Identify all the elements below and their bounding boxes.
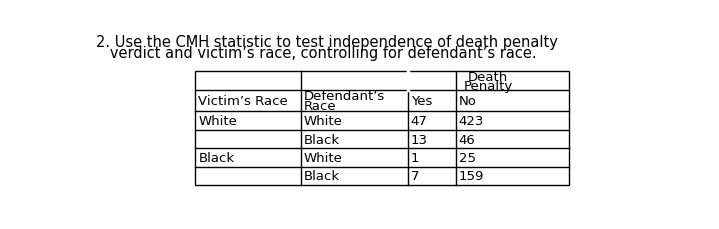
Text: verdict and victim’s race, controlling for defendant’s race.: verdict and victim’s race, controlling f…	[96, 46, 536, 61]
Text: 46: 46	[459, 133, 475, 146]
Text: Black: Black	[303, 133, 340, 146]
Text: Race: Race	[303, 100, 336, 113]
Text: No: No	[459, 95, 477, 108]
Text: Victim’s Race: Victim’s Race	[198, 95, 288, 108]
Text: Penalty: Penalty	[464, 80, 513, 93]
Text: White: White	[303, 151, 343, 164]
Text: 2. Use the CMH statistic to test independence of death penalty: 2. Use the CMH statistic to test indepen…	[96, 34, 558, 49]
Text: 7: 7	[411, 170, 419, 183]
Text: Black: Black	[198, 151, 234, 164]
Text: 13: 13	[411, 133, 428, 146]
Text: 423: 423	[459, 114, 484, 128]
Text: Black: Black	[303, 170, 340, 183]
Bar	[196, 72, 569, 185]
Text: Defendant’s: Defendant’s	[303, 90, 385, 103]
Text: White: White	[198, 114, 237, 128]
Text: 25: 25	[459, 151, 476, 164]
Text: 47: 47	[411, 114, 428, 128]
Text: Yes: Yes	[411, 95, 432, 108]
Text: Death: Death	[468, 71, 508, 84]
Text: 1: 1	[411, 151, 419, 164]
Text: 159: 159	[459, 170, 484, 183]
Text: White: White	[303, 114, 343, 128]
